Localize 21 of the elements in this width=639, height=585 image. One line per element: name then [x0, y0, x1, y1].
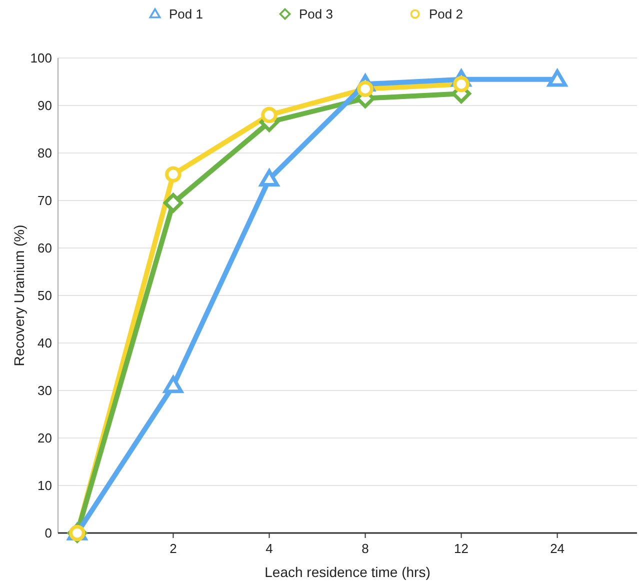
y-tick-label: 30 [38, 383, 52, 398]
legend-label: Pod 2 [429, 6, 463, 22]
x-tick-label: 2 [170, 541, 177, 556]
legend-label: Pod 1 [169, 6, 203, 22]
y-tick-label: 90 [38, 98, 52, 114]
y-tick-label: 0 [44, 526, 52, 541]
y-tick-label: 40 [38, 336, 52, 351]
y-tick-label: 20 [38, 430, 52, 446]
y-tick-label: 10 [38, 478, 52, 494]
x-tick-label: 8 [362, 541, 369, 556]
y-tick-label: 60 [38, 240, 52, 256]
legend-label: Pod 3 [299, 6, 333, 22]
x-axis-title: Leach residence time (hrs) [264, 564, 430, 580]
y-tick-label: 100 [30, 50, 52, 66]
x-tick-label: 4 [266, 541, 273, 556]
x-tick-label: 12 [454, 541, 469, 556]
y-tick-label: 70 [38, 193, 52, 208]
y-axis-title: Recovery Uranium (%) [11, 224, 27, 366]
y-tick-label: 80 [38, 146, 52, 161]
x-tick-label: 24 [550, 541, 565, 556]
y-tick-label: 50 [38, 288, 52, 304]
